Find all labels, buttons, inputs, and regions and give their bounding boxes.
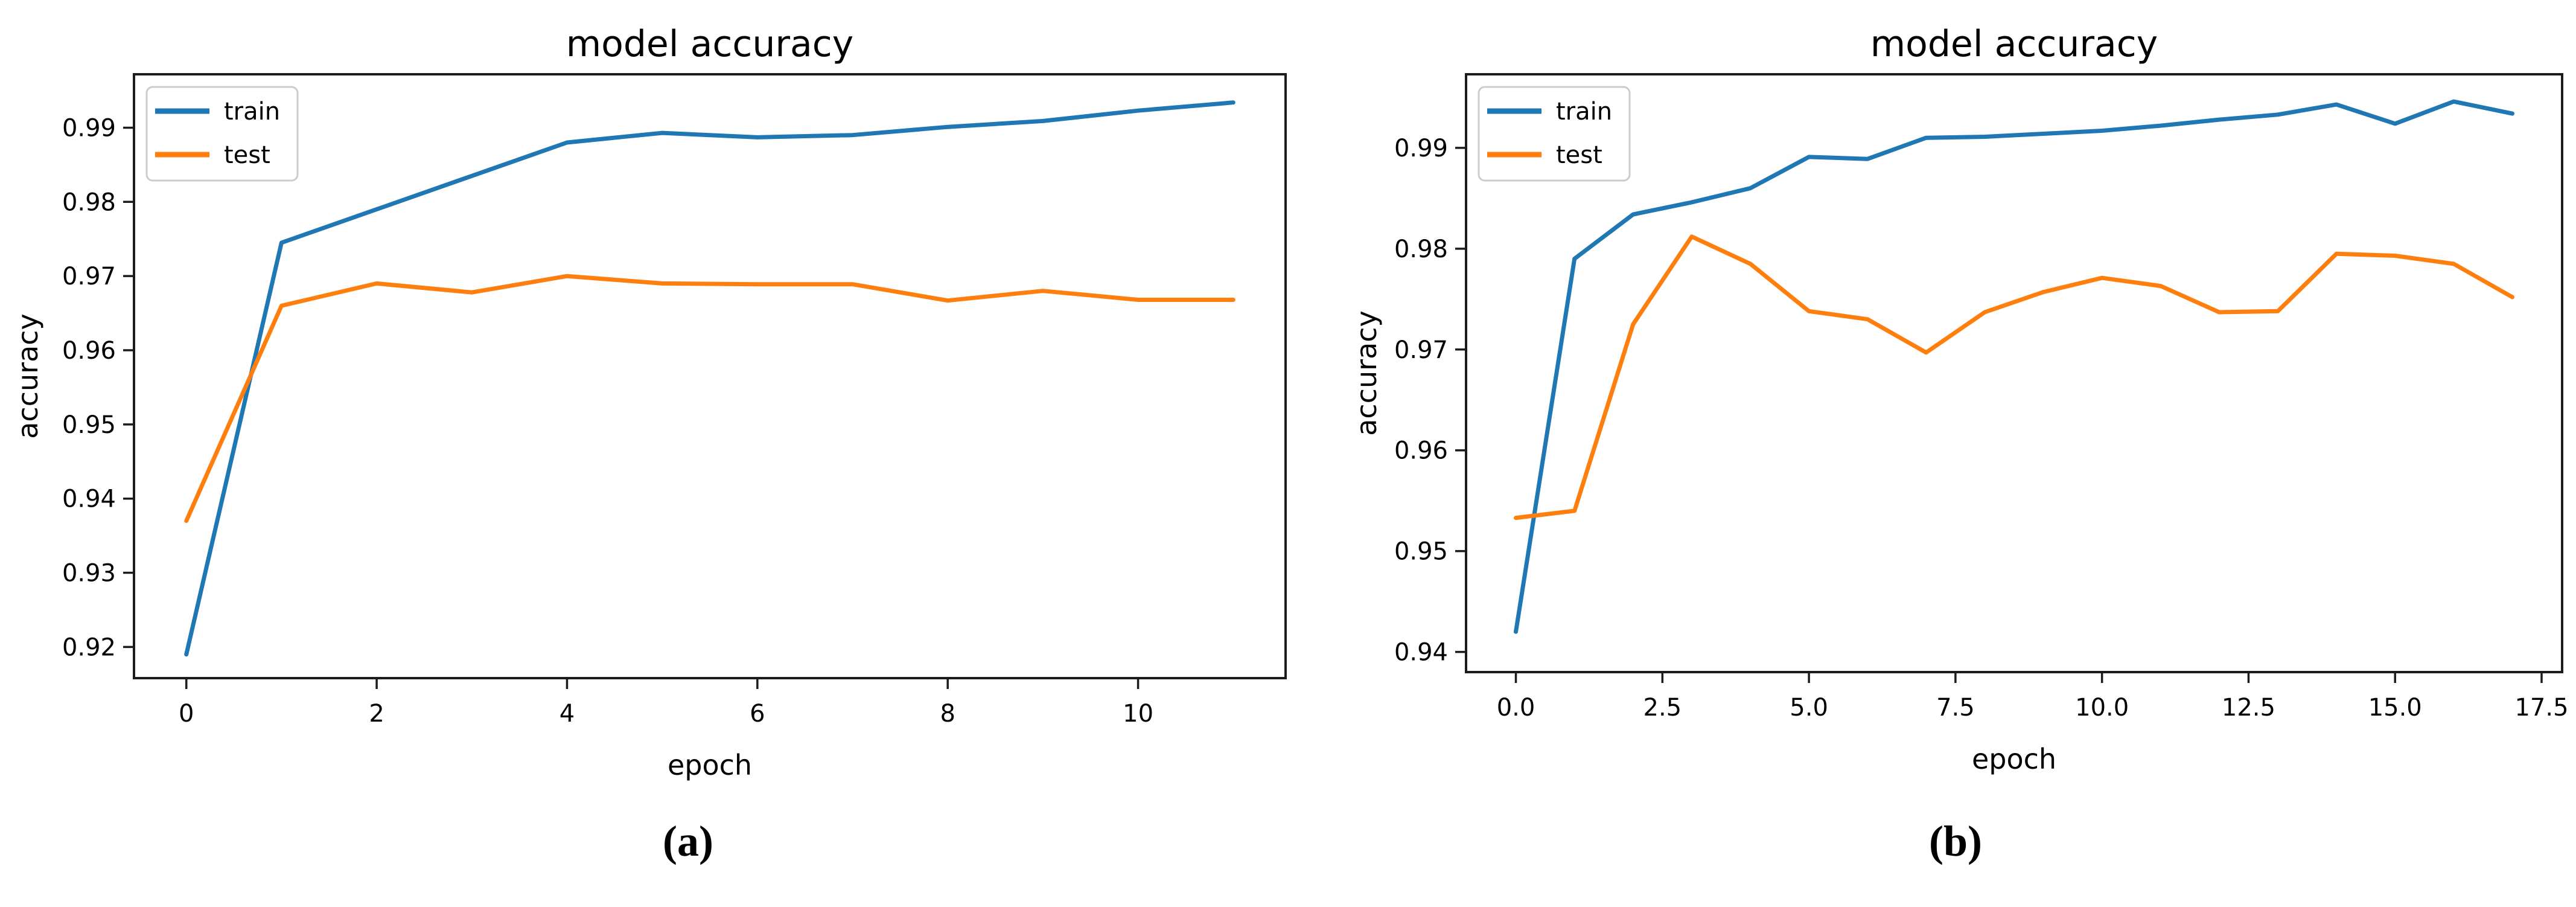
y-tick-label: 0.99 — [1394, 135, 1448, 162]
chart-a: 0 2 4 6 8 10 0.92 0.93 0.94 0.95 0.96 0.97 0.98 0.99 m… — [11, 23, 1287, 865]
test-series-line — [1514, 234, 2514, 521]
x-tick-label: 0 — [179, 700, 194, 728]
legend-label-test: test — [1556, 141, 1602, 169]
legend-label-test: test — [224, 141, 270, 169]
chart-b-caption: (b) — [1929, 817, 1982, 865]
x-tick-label: 7.5 — [1936, 694, 1975, 722]
train-series-line — [1514, 99, 2514, 634]
x-tick-label: 17.5 — [2514, 694, 2568, 722]
x-tick-label: 2 — [369, 700, 384, 728]
y-tick-label: 0.95 — [1394, 538, 1448, 566]
chart-title: model accuracy — [1870, 23, 2158, 65]
x-tick-label: 0.0 — [1497, 694, 1535, 722]
plot-area — [133, 73, 1287, 679]
chart-a-caption: (a) — [663, 817, 713, 865]
train-series-line — [184, 100, 1235, 657]
y-tick-label: 0.98 — [1394, 236, 1448, 263]
y-tick-label: 0.94 — [1394, 639, 1448, 667]
y-tick-label: 0.99 — [62, 114, 116, 142]
y-tick-label: 0.96 — [62, 337, 116, 365]
x-tick-label: 2.5 — [1643, 694, 1682, 722]
x-axis-label: epoch — [1972, 743, 2056, 775]
y-tick-label: 0.94 — [62, 486, 116, 513]
y-tick-label: 0.95 — [62, 411, 116, 439]
y-tick-label: 0.93 — [62, 560, 116, 588]
x-tick-label: 4 — [560, 700, 575, 728]
x-tick-label: 15.0 — [2368, 694, 2422, 722]
chart-a-canvas: 0 2 4 6 8 10 0.92 0.93 0.94 0.95 0.96 0.97 0.98 0.99 m… — [11, 23, 1287, 781]
chart-b: 0.0 2.5 5.0 7.5 10.0 12.5 15.0 17.5 0.94 0.95 0.96… — [1358, 0, 2576, 907]
y-tick-label: 0.92 — [62, 633, 116, 661]
plot-area — [1465, 73, 2563, 673]
chart-b-canvas: 0.0 2.5 5.0 7.5 10.0 12.5 15.0 17.5 0.94 0.95 0.96… — [1358, 23, 2569, 775]
y-tick-label: 0.97 — [62, 263, 116, 290]
x-tick-label: 10 — [1123, 700, 1153, 728]
legend-label-train: train — [224, 98, 280, 126]
x-tick-label: 6 — [750, 700, 765, 728]
x-tick-label: 8 — [940, 700, 955, 728]
y-tick-label: 0.98 — [62, 188, 116, 216]
x-tick-label: 10.0 — [2075, 694, 2129, 722]
test-series-line — [184, 274, 1235, 524]
x-tick-label: 12.5 — [2222, 694, 2275, 722]
y-axis-label: accuracy — [11, 313, 44, 439]
chart-title: model accuracy — [566, 23, 854, 65]
y-tick-label: 0.97 — [1394, 336, 1448, 364]
y-axis-label: accuracy — [1358, 310, 1383, 436]
legend-label-train: train — [1556, 98, 1612, 126]
x-axis-label: epoch — [668, 749, 752, 781]
y-tick-label: 0.96 — [1394, 437, 1448, 465]
x-tick-label: 5.0 — [1790, 694, 1828, 722]
